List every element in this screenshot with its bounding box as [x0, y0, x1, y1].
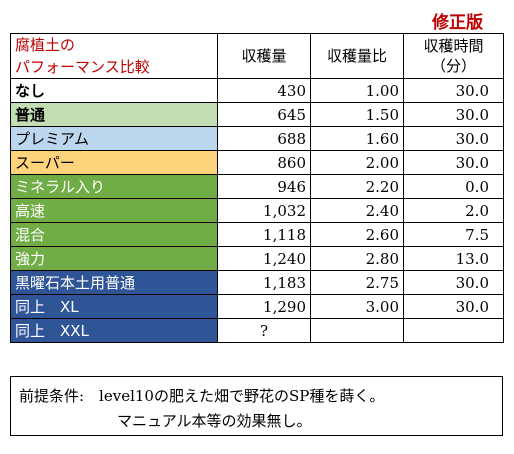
row-name: 高速 [10, 198, 218, 223]
row-name: 強力 [10, 246, 218, 271]
row-time: 2.0 [403, 198, 504, 223]
table-title-line1: 腐植土の [15, 36, 76, 54]
row-ratio: 2.40 [310, 198, 404, 223]
row-yield: 1,240 [217, 246, 311, 271]
header-time: 収穫時間 （分） [403, 33, 504, 79]
row-time: 0.0 [403, 174, 504, 199]
row-name: 同上 XL [10, 294, 218, 319]
row-yield: 860 [217, 150, 311, 175]
table-title: 腐植土の パフォーマンス比較 [10, 33, 218, 79]
table-row: なし 430 1.00 30.0 [10, 78, 504, 103]
row-time [403, 318, 504, 343]
row-ratio [310, 318, 404, 343]
premise-line1: 前提条件: level10の肥えた畑で野花のSP種を蒔く。 [19, 387, 385, 405]
row-name: 同上 XXL [10, 318, 218, 343]
header-row: 腐植土の パフォーマンス比較 収穫量 収穫量比 収穫時間 （分） [10, 33, 504, 79]
header-time-line1: 収穫時間 [423, 37, 484, 55]
row-ratio: 2.80 [310, 246, 404, 271]
row-name: スーパー [10, 150, 218, 175]
row-time: 30.0 [403, 126, 504, 151]
row-ratio: 3.00 [310, 294, 404, 319]
row-yield: 430 [217, 78, 311, 103]
table-row: ミネラル入り 946 2.20 0.0 [10, 174, 504, 199]
row-yield: 645 [217, 102, 311, 127]
premise-line2: マニュアル本等の効果無し。 [117, 412, 312, 430]
row-yield: 1,118 [217, 222, 311, 247]
performance-table: 腐植土の パフォーマンス比較 収穫量 収穫量比 収穫時間 （分） なし 430 1.… [10, 33, 504, 343]
header-ratio: 収穫量比 [310, 33, 404, 79]
table-body: なし 430 1.00 30.0 普通 645 1.50 30.0 プレミアム 688 1.60 30… [10, 78, 504, 343]
row-yield: 688 [217, 126, 311, 151]
row-ratio: 1.00 [310, 78, 404, 103]
row-ratio: 1.50 [310, 102, 404, 127]
row-name: 黒曜石本土用普通 [10, 270, 218, 295]
row-time: 30.0 [403, 294, 504, 319]
row-name: 混合 [10, 222, 218, 247]
row-name: プレミアム [10, 126, 218, 151]
header-yield: 収穫量 [217, 33, 311, 79]
row-ratio: 2.00 [310, 150, 404, 175]
table-title-line2: パフォーマンス比較 [15, 58, 150, 76]
row-yield: 1,032 [217, 198, 311, 223]
revision-label: 修正版 [432, 13, 483, 33]
row-time: 30.0 [403, 102, 504, 127]
row-name: 普通 [10, 102, 218, 127]
table-row: 強力 1,240 2.80 13.0 [10, 246, 504, 271]
table-row: スーパー 860 2.00 30.0 [10, 150, 504, 175]
row-yield: ? [217, 318, 311, 343]
table-row: 混合 1,118 2.60 7.5 [10, 222, 504, 247]
table-row: 同上 XXL? [10, 318, 504, 343]
row-ratio: 2.20 [310, 174, 404, 199]
row-ratio: 1.60 [310, 126, 404, 151]
table-row: プレミアム 688 1.60 30.0 [10, 126, 504, 151]
row-name: ミネラル入り [10, 174, 218, 199]
table-row: 黒曜石本土用普通 1,183 2.75 30.0 [10, 270, 504, 295]
row-ratio: 2.60 [310, 222, 404, 247]
premise-box: 前提条件: level10の肥えた畑で野花のSP種を蒔く。 マニュアル本等の効果… [10, 376, 503, 436]
row-time: 30.0 [403, 78, 504, 103]
row-time: 13.0 [403, 246, 504, 271]
table-row: 高速 1,032 2.40 2.0 [10, 198, 504, 223]
row-yield: 1,290 [217, 294, 311, 319]
row-yield: 1,183 [217, 270, 311, 295]
row-time: 7.5 [403, 222, 504, 247]
row-name: なし [10, 78, 218, 103]
row-ratio: 2.75 [310, 270, 404, 295]
row-time: 30.0 [403, 150, 504, 175]
header-time-line2: （分） [430, 57, 476, 75]
table-row: 普通 645 1.50 30.0 [10, 102, 504, 127]
table-row: 同上 XL 1,290 3.00 30.0 [10, 294, 504, 319]
row-time: 30.0 [403, 270, 504, 295]
row-yield: 946 [217, 174, 311, 199]
